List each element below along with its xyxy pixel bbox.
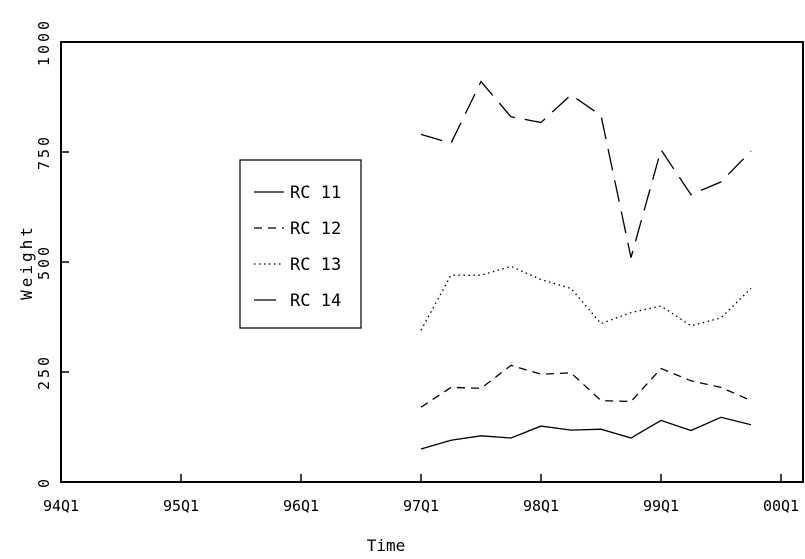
x-axis: 94Q1 95Q1 96Q1 97Q1 98Q1 99Q1 00Q1 [43,474,799,515]
y-axis: 0 250 500 750 1000 [35,18,69,488]
y-tick-label: 0 [35,476,53,488]
legend-label: RC 14 [290,291,341,311]
legend-label: RC 11 [290,183,341,203]
x-tick-label: 97Q1 [403,497,439,515]
plot-frame [60,41,804,483]
x-tick-label: 00Q1 [763,497,799,515]
y-axis-label: Weight [17,224,36,300]
y-tick-label: 250 [35,354,53,390]
legend-label: RC 13 [290,255,341,275]
y-tick-label: 1000 [35,18,53,66]
series-line-rc-13 [420,265,752,331]
x-tick-label: 94Q1 [43,497,79,515]
x-axis-label: Time [367,536,406,555]
x-tick-label: 96Q1 [283,497,319,515]
legend: RC 11 RC 12 RC 13 RC 14 [239,159,362,329]
y-tick-label: 500 [35,244,53,280]
series-lines [420,80,752,450]
x-tick-label: 95Q1 [163,497,199,515]
series-line-rc-14 [420,80,752,258]
y-tick-label: 750 [35,134,53,170]
x-tick-label: 99Q1 [643,497,679,515]
legend-label: RC 12 [290,219,341,239]
series-line-rc-12 [420,364,752,408]
x-tick-label: 98Q1 [523,497,559,515]
series-line-rc-11 [420,416,752,450]
